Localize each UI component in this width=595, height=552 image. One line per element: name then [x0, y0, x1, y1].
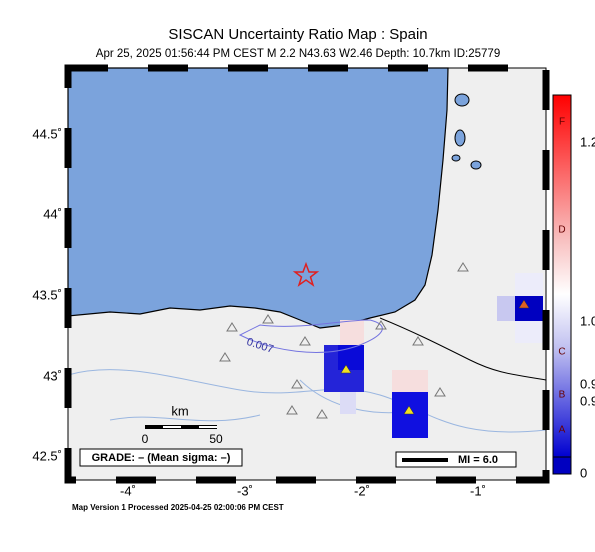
sea	[67, 67, 449, 329]
contour	[238, 319, 383, 353]
scale-start: 0	[142, 432, 149, 446]
title: SISCAN Uncertainty Ratio Map : Spain	[168, 26, 427, 43]
stations	[219, 262, 469, 419]
lat-label: 43.5˚	[32, 287, 62, 302]
grade: GRADE: – (Mean sigma: –)	[92, 452, 231, 464]
map: 0.007 km 0 50 GRADE: – (Mean sigma: –) M…	[64, 64, 550, 484]
colorbar-grade: C	[558, 347, 565, 358]
border	[379, 317, 547, 381]
subtitle: Apr 25, 2025 01:56:44 PM CEST M 2.2 N43.…	[96, 48, 500, 60]
colorbar-label: 1.0	[580, 313, 595, 328]
frame-line	[67, 67, 547, 481]
colorbar-labels: 1.2 1.0 0.9 0.9 0 F D C B A	[558, 117, 595, 481]
colorbar-label: 0.9	[580, 376, 595, 391]
colorbar-label: 0	[580, 465, 587, 480]
epicenter	[292, 261, 320, 287]
scale-end: 50	[209, 432, 223, 446]
colorbar-grade: A	[559, 425, 566, 436]
colorbar	[552, 94, 572, 458]
footer: Map Version 1 Processed 2025-04-25 02:00…	[72, 503, 284, 512]
scale-unit: km	[171, 403, 188, 418]
axes: 44.5˚ 44˚ 43.5˚ 43˚ 42.5˚ -4˚ -3˚ -2˚ -1˚	[32, 126, 486, 498]
lat-label: 43˚	[43, 368, 62, 383]
lat-label: 42.5˚	[32, 448, 62, 463]
mi: MI = 6.0	[458, 454, 498, 466]
mi-box	[395, 451, 517, 468]
lat-label: 44˚	[43, 206, 62, 221]
uncertainty-cells	[324, 273, 543, 438]
islands	[451, 93, 482, 170]
colorbar-label: 1.2	[580, 134, 595, 149]
lon-label: -2˚	[354, 483, 370, 498]
colorbar-grade: B	[559, 390, 566, 401]
grade-box	[79, 448, 243, 467]
colorbar-zero	[552, 456, 572, 475]
stations-active	[340, 299, 530, 415]
lat-label: 44.5˚	[32, 126, 62, 141]
scale-bar: km 0 50	[142, 403, 223, 446]
lon-label: -4˚	[120, 483, 136, 498]
colorbar-grade: F	[559, 117, 565, 128]
grid-cells	[340, 320, 428, 392]
colorbar-grade: D	[558, 225, 565, 236]
mi-line	[402, 458, 448, 462]
lon-label: -1˚	[470, 483, 486, 498]
lon-label: -3˚	[237, 483, 253, 498]
colorbar-label: 0.9	[580, 393, 595, 408]
